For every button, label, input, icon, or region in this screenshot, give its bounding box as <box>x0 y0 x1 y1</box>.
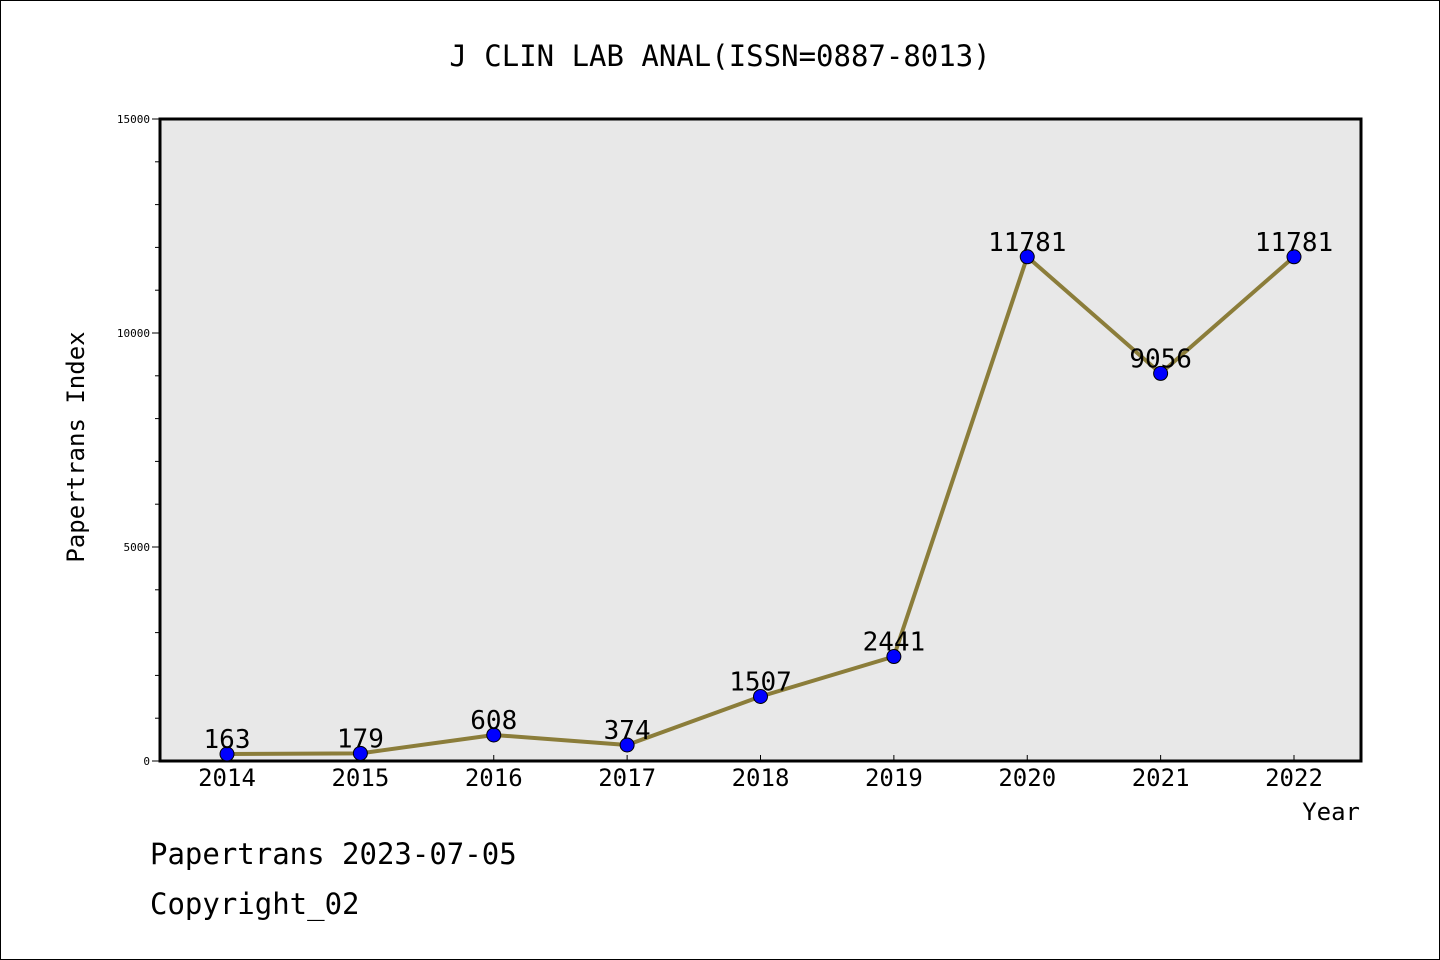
x-axis: 2014 2015 2016 2017 2018 2019 2020 2021 2022 <box>198 755 1323 792</box>
data-label: 11781 <box>1255 228 1333 258</box>
data-point <box>1286 249 1302 265</box>
plot-area <box>158 117 1363 763</box>
data-label: 374 <box>604 716 651 746</box>
data-label: 9056 <box>1129 344 1192 374</box>
data-point <box>1019 249 1035 265</box>
footer-date: Papertrans 2023-07-05 <box>150 837 517 871</box>
data-label: 11781 <box>988 228 1066 258</box>
y-tick-label: 10000 <box>117 327 150 340</box>
y-tick-label: 5000 <box>124 541 151 554</box>
series-line-group <box>219 249 1302 762</box>
x-tick-label: 2021 <box>1132 764 1190 792</box>
y-axis: 0 5000 10000 15000 <box>117 113 160 768</box>
x-tick-label: 2016 <box>465 764 523 792</box>
x-tick-label: 2020 <box>998 764 1056 792</box>
x-tick-label: 2018 <box>732 764 790 792</box>
chart-title: J CLIN LAB ANAL(ISSN=0887-8013) <box>449 39 990 73</box>
data-labels: 163 179 608 374 1507 2441 11781 9056 11781 <box>204 228 1334 755</box>
data-point <box>219 746 235 762</box>
y-axis-label: Papertrans Index <box>62 331 90 562</box>
footer-copyright: Copyright_02 <box>150 887 360 922</box>
y-tick-label: 15000 <box>117 113 150 126</box>
x-axis-label: Year <box>1302 798 1360 826</box>
data-point <box>753 689 768 705</box>
x-tick-label: 2019 <box>865 764 923 792</box>
x-tick-label: 2015 <box>331 764 389 792</box>
data-label: 163 <box>204 725 251 755</box>
x-tick-label: 2014 <box>198 764 256 792</box>
data-point <box>486 727 502 743</box>
data-point <box>352 745 368 761</box>
data-label: 179 <box>337 724 384 754</box>
data-point <box>886 649 902 665</box>
x-tick-label: 2017 <box>598 764 656 792</box>
data-label: 1507 <box>729 668 792 698</box>
x-tick-label: 2022 <box>1265 764 1323 792</box>
data-label: 2441 <box>863 628 926 658</box>
data-point <box>619 737 635 753</box>
data-point <box>1153 365 1169 381</box>
y-tick-label: 0 <box>143 755 150 768</box>
data-label: 608 <box>470 706 517 736</box>
